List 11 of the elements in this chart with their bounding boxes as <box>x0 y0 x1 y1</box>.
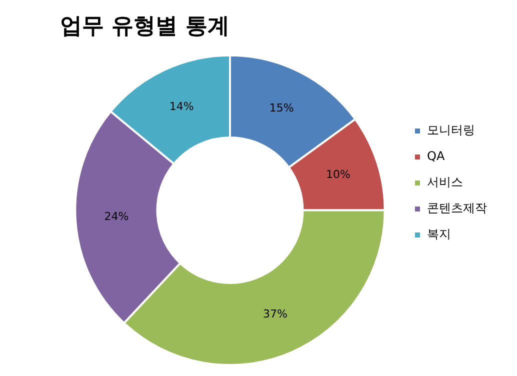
legend-label: 콘텐츠제작 <box>427 201 487 216</box>
legend-label: 모니터링 <box>427 123 475 138</box>
chart-title: 업무 유형별 통계 <box>60 14 230 39</box>
data-label: 37% <box>262 307 288 320</box>
data-label: 10% <box>326 168 350 181</box>
data-label: 24% <box>104 210 129 224</box>
legend-label: 서비스 <box>427 175 463 190</box>
data-label: 14% <box>169 100 194 114</box>
data-label: 15% <box>269 102 294 115</box>
legend-label: 복지 <box>427 227 451 242</box>
legend-label: QA <box>427 149 446 164</box>
